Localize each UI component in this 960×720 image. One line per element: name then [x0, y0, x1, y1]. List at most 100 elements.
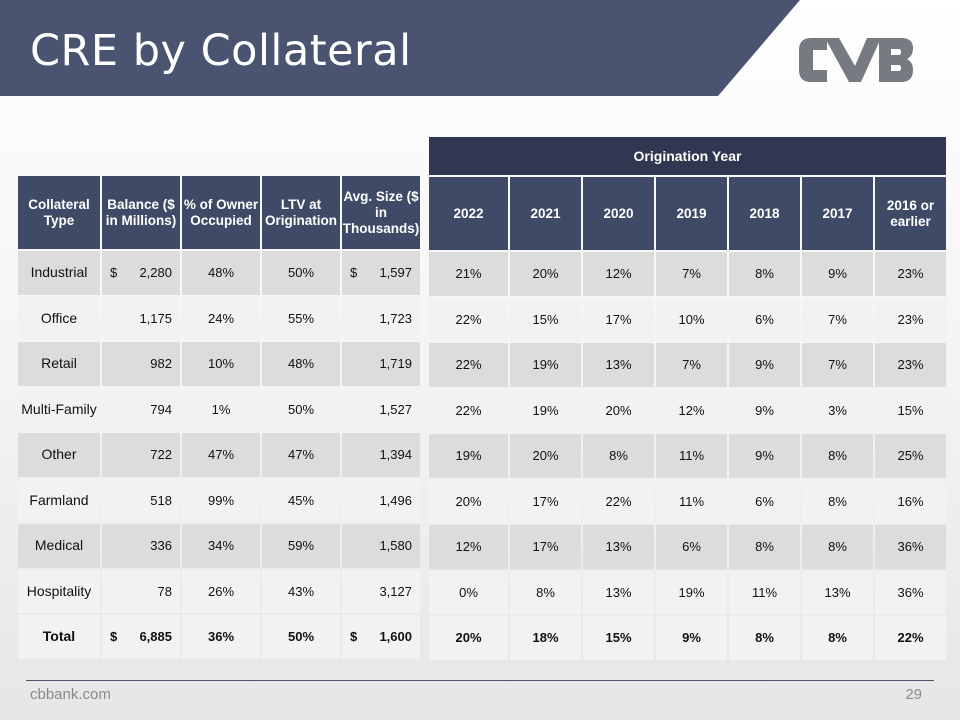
col-header-2021: 2021: [510, 177, 581, 250]
owner-occupied-cell: 10%: [182, 342, 260, 386]
col-header-avg-size: Avg. Size ($ in Thousands): [342, 176, 420, 249]
col-header-collateral-type: Collateral Type: [18, 176, 100, 249]
total-row: 20% 18% 15% 9% 8% 8% 22%: [429, 616, 946, 660]
collateral-type-cell: Office: [18, 296, 100, 340]
balance-cell: 336: [102, 524, 180, 568]
year-share-cell: 25%: [875, 434, 946, 478]
title-banner-shape: [0, 0, 800, 96]
year-share-cell: 17%: [510, 479, 581, 523]
year-share-cell: 20%: [510, 434, 581, 478]
avg-size-cell: 1,527: [342, 387, 420, 431]
balance-cell: $6,885: [102, 615, 180, 659]
avg-size-value: 3,127: [379, 583, 412, 599]
year-share-cell: 36%: [875, 525, 946, 569]
footer-url: cbbank.com: [30, 686, 111, 703]
ltv-cell: 45%: [262, 478, 340, 522]
year-share-cell: 8%: [802, 434, 873, 478]
balance-value: 1,175: [139, 310, 172, 326]
year-share-cell: 11%: [656, 479, 727, 523]
balance-value: 722: [150, 447, 172, 463]
balance-value: 518: [150, 492, 172, 508]
year-share-cell: 20%: [510, 252, 581, 296]
avg-size-value: 1,723: [379, 310, 412, 326]
balance-cell: $2,280: [102, 251, 180, 295]
owner-occupied-cell: 48%: [182, 251, 260, 295]
year-share-cell: 7%: [656, 252, 727, 296]
year-share-cell: 19%: [656, 570, 727, 614]
year-share-cell: 36%: [875, 570, 946, 614]
year-share-cell: 22%: [875, 616, 946, 660]
year-share-cell: 9%: [729, 434, 800, 478]
balance-value: 2,280: [139, 265, 172, 281]
year-share-cell: 8%: [583, 434, 654, 478]
year-share-cell: 6%: [729, 297, 800, 341]
year-share-cell: 20%: [429, 616, 508, 660]
table-row: Retail 982 10% 48% 1,719: [18, 342, 420, 386]
owner-occupied-cell: 34%: [182, 524, 260, 568]
owner-occupied-cell: 47%: [182, 433, 260, 477]
avg-size-cell: 3,127: [342, 569, 420, 613]
year-share-cell: 12%: [583, 252, 654, 296]
currency-symbol: $: [110, 265, 118, 281]
col-header-balance: Balance ($ in Millions): [102, 176, 180, 249]
owner-occupied-cell: 24%: [182, 296, 260, 340]
collateral-type-cell: Industrial: [18, 251, 100, 295]
year-share-cell: 7%: [656, 343, 727, 387]
year-share-cell: 0%: [429, 570, 508, 614]
balance-value: 982: [150, 356, 172, 372]
ltv-cell: 50%: [262, 615, 340, 659]
year-share-cell: 19%: [510, 388, 581, 432]
year-share-cell: 9%: [802, 252, 873, 296]
page-number: 29: [905, 686, 922, 703]
col-header-ltv: LTV at Origination: [262, 176, 340, 249]
col-header-2016-or-earlier: 2016 or earlier: [875, 177, 946, 250]
collateral-type-cell: Hospitality: [18, 569, 100, 613]
avg-size-value: 1,600: [379, 629, 412, 645]
year-share-cell: 8%: [802, 479, 873, 523]
balance-cell: 982: [102, 342, 180, 386]
page-title: CRE by Collateral: [30, 26, 412, 76]
currency-symbol: $: [350, 265, 358, 281]
year-share-cell: 23%: [875, 297, 946, 341]
balance-value: 6,885: [139, 629, 172, 645]
title-banner: CRE by Collateral: [0, 0, 960, 96]
year-share-cell: 16%: [875, 479, 946, 523]
avg-size-value: 1,580: [379, 538, 412, 554]
year-share-cell: 19%: [429, 434, 508, 478]
col-header-2018: 2018: [729, 177, 800, 250]
avg-size-cell: 1,719: [342, 342, 420, 386]
owner-occupied-cell: 1%: [182, 387, 260, 431]
table-row: 22% 19% 13% 7% 9% 7% 23%: [429, 343, 946, 387]
year-share-cell: 12%: [429, 525, 508, 569]
year-share-cell: 15%: [583, 616, 654, 660]
year-share-cell: 23%: [875, 252, 946, 296]
year-share-cell: 13%: [583, 343, 654, 387]
year-share-cell: 22%: [583, 479, 654, 523]
avg-size-cell: 1,394: [342, 433, 420, 477]
col-header-2017: 2017: [802, 177, 873, 250]
currency-symbol: $: [350, 629, 358, 645]
avg-size-cell: $1,600: [342, 615, 420, 659]
year-share-cell: 8%: [729, 525, 800, 569]
avg-size-value: 1,496: [379, 492, 412, 508]
year-share-cell: 20%: [429, 479, 508, 523]
ltv-cell: 48%: [262, 342, 340, 386]
col-header-owner-occupied: % of Owner Occupied: [182, 176, 260, 249]
col-header-2022: 2022: [429, 177, 508, 250]
year-share-cell: 10%: [656, 297, 727, 341]
balance-value: 336: [150, 538, 172, 554]
year-share-cell: 6%: [729, 479, 800, 523]
col-header-2020: 2020: [583, 177, 654, 250]
owner-occupied-cell: 26%: [182, 569, 260, 613]
avg-size-value: 1,394: [379, 447, 412, 463]
balance-cell: 78: [102, 569, 180, 613]
collateral-type-cell: Retail: [18, 342, 100, 386]
total-row: Total $6,885 36% 50% $1,600: [18, 615, 420, 659]
footer-divider: [26, 680, 934, 681]
year-share-cell: 23%: [875, 343, 946, 387]
collateral-type-cell: Farmland: [18, 478, 100, 522]
year-share-cell: 9%: [656, 616, 727, 660]
year-share-cell: 9%: [729, 388, 800, 432]
year-share-cell: 22%: [429, 343, 508, 387]
year-share-cell: 3%: [802, 388, 873, 432]
